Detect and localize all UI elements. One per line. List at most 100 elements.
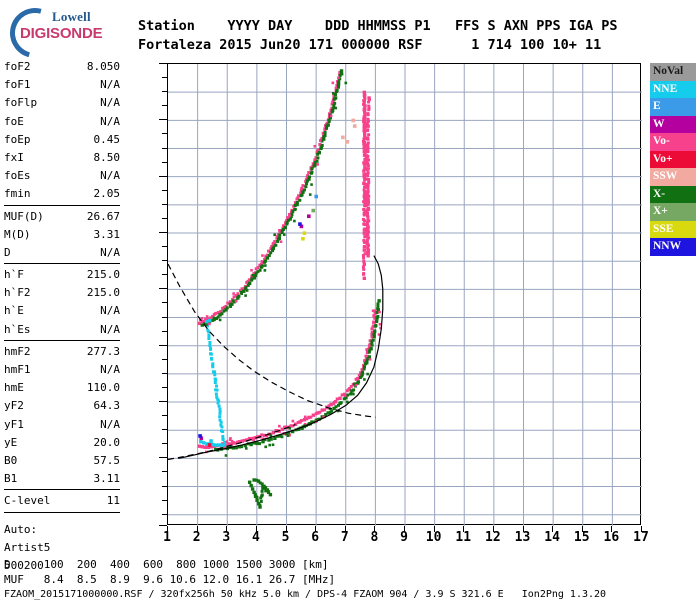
echo-pixel bbox=[362, 207, 366, 211]
echo-pixel bbox=[288, 214, 291, 217]
echo-pixel bbox=[208, 322, 211, 326]
legend-item-noval[interactable]: NoVal bbox=[650, 63, 696, 81]
param-row-hmf1: hmF1 N/A bbox=[4, 361, 120, 379]
echo-pixel bbox=[208, 316, 212, 320]
echo-pixel bbox=[333, 92, 337, 96]
echo-pixel bbox=[331, 92, 335, 95]
echo-pixel bbox=[363, 365, 367, 369]
echo-pixel bbox=[357, 380, 361, 384]
echo-pixel bbox=[229, 304, 233, 308]
y-tick bbox=[162, 217, 167, 219]
echo-pixel bbox=[277, 429, 281, 433]
echo-pixel bbox=[210, 356, 214, 360]
echo-pixel bbox=[197, 444, 202, 448]
echo-pixel bbox=[318, 142, 322, 146]
param-row-he: h`E N/A bbox=[4, 302, 120, 320]
param-value: N/A bbox=[100, 363, 120, 376]
echo-pixel bbox=[352, 388, 356, 392]
echo-pixel bbox=[376, 307, 380, 311]
echo-pixel bbox=[273, 233, 276, 237]
echo-pixel bbox=[363, 137, 367, 141]
echo-pixel bbox=[360, 374, 364, 378]
y-tick bbox=[162, 274, 167, 276]
echo-pixel bbox=[284, 425, 288, 429]
legend-item-vo[interactable]: Vo- bbox=[650, 133, 696, 151]
echo-pixel bbox=[304, 179, 308, 183]
echo-pixel bbox=[300, 193, 304, 197]
legend-item-sse[interactable]: SSE bbox=[650, 220, 696, 238]
x-axis-label: 3 bbox=[222, 530, 231, 545]
echo-pixel bbox=[278, 424, 281, 428]
header-labels: Station YYYY DAY DDD HHMMSS P1 FFS S AXN… bbox=[138, 18, 618, 34]
param-key: D bbox=[4, 245, 11, 259]
echo-pixel bbox=[366, 242, 370, 246]
y-tick bbox=[162, 189, 167, 191]
echo-pixel bbox=[260, 493, 264, 497]
echo-pixel bbox=[220, 312, 224, 316]
legend-item-x[interactable]: X+ bbox=[650, 203, 696, 221]
param-value: 20.0 bbox=[93, 435, 121, 449]
echo-pixel bbox=[261, 254, 264, 257]
echo-pixel bbox=[362, 149, 367, 154]
echo-pixel bbox=[249, 442, 253, 447]
echo-pixel bbox=[363, 97, 367, 101]
echo-pixel bbox=[367, 96, 371, 100]
legend-item-ssw[interactable]: SSW bbox=[650, 168, 696, 186]
ionogram-plot[interactable] bbox=[167, 63, 642, 526]
echo-pixel bbox=[220, 425, 224, 429]
echo-pixel bbox=[237, 445, 241, 449]
echo-pixel bbox=[222, 443, 227, 448]
legend-item-e[interactable]: E bbox=[650, 98, 696, 116]
echo-pixel bbox=[331, 100, 335, 104]
echo-pixel bbox=[229, 437, 232, 440]
echo-pixel bbox=[367, 180, 371, 184]
echo-pixel bbox=[219, 423, 223, 427]
legend-item-nnw[interactable]: NNW bbox=[650, 238, 696, 256]
echo-pixel bbox=[313, 144, 317, 148]
param-row-hme: hmE 110.0 bbox=[4, 379, 120, 397]
echo-pixel bbox=[378, 322, 382, 326]
echo-pixel bbox=[213, 373, 217, 377]
param-key: yE bbox=[4, 435, 18, 449]
autoscaling-info: Auto: Artist5 500200 bbox=[4, 521, 120, 576]
legend-item-nne[interactable]: NNE bbox=[650, 80, 696, 98]
echo-pixel bbox=[249, 483, 253, 488]
echo-pixel bbox=[254, 271, 258, 275]
echo-pixel bbox=[218, 318, 222, 322]
echo-pixel bbox=[366, 357, 370, 361]
echo-pixel bbox=[271, 242, 275, 246]
echo-pixel bbox=[218, 418, 222, 422]
echo-pixel bbox=[258, 505, 262, 509]
echo-pixel bbox=[253, 493, 257, 497]
echo-pixel bbox=[307, 415, 311, 420]
echo-pixel bbox=[273, 240, 277, 244]
echo-pixel bbox=[337, 80, 341, 84]
echo-pixel bbox=[216, 401, 220, 405]
echo-pixel bbox=[344, 81, 348, 85]
param-value: N/A bbox=[100, 322, 120, 336]
y-tick bbox=[162, 471, 167, 473]
echo-pixel bbox=[363, 185, 367, 189]
legend-item-w[interactable]: W bbox=[650, 115, 696, 133]
station-header: Station YYYY DAY DDD HHMMSS P1 FFS S AXN… bbox=[138, 17, 618, 55]
echo-pixel bbox=[205, 323, 208, 326]
plot-data-layer bbox=[168, 69, 384, 509]
echo-pixel bbox=[363, 95, 367, 99]
echo-pixel bbox=[244, 287, 248, 291]
echo-pixel bbox=[287, 431, 291, 435]
echo-pixel bbox=[327, 404, 331, 408]
echo-pixel bbox=[362, 188, 366, 192]
echo-pixel bbox=[260, 264, 264, 268]
echo-pixel bbox=[316, 411, 320, 415]
logo-digisonde-text: DIGISONDE bbox=[20, 25, 103, 42]
legend-item-x[interactable]: X- bbox=[650, 185, 696, 203]
param-row-clevel: C-level 11 bbox=[4, 492, 120, 510]
echo-pixel bbox=[285, 432, 289, 436]
echo-pixel bbox=[246, 283, 250, 287]
echo-pixel bbox=[245, 289, 249, 292]
echo-pixel bbox=[213, 447, 218, 452]
echo-pixel bbox=[237, 440, 241, 444]
legend-item-vo[interactable]: Vo+ bbox=[650, 150, 696, 168]
echo-pixel bbox=[208, 343, 212, 347]
echo-pixel bbox=[273, 436, 277, 441]
